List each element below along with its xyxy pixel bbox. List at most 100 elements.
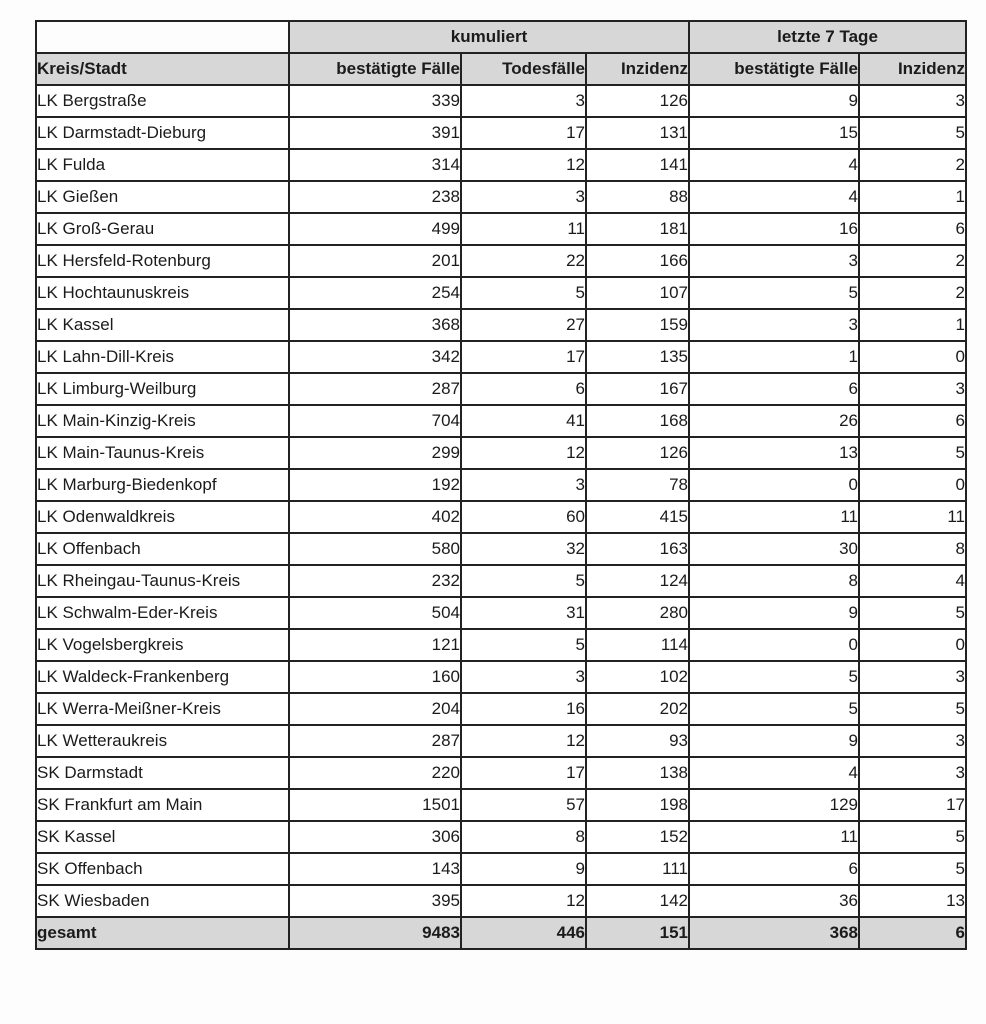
value-cell: 107 (584, 276, 691, 310)
col-header-inzidenz-7-tage: Inzidenz (858, 52, 968, 86)
table-row: LK Wetteraukreis 287 12 93 9 3 (35, 724, 968, 758)
value-cell: 16 (460, 692, 587, 726)
value-cell: 5 (688, 660, 861, 694)
footer-incidence-7-days: 6 (858, 916, 968, 950)
value-cell: 12 (460, 884, 587, 918)
district-cell: SK Darmstadt (35, 756, 290, 790)
value-cell: 36 (688, 884, 861, 918)
value-cell: 1 (688, 340, 861, 374)
value-cell: 280 (584, 596, 691, 630)
value-cell: 499 (288, 212, 462, 246)
value-cell: 15 (688, 116, 861, 150)
value-cell: 2 (858, 244, 968, 278)
table-row: LK Gießen 238 3 88 4 1 (35, 180, 968, 214)
value-cell: 5 (858, 852, 968, 886)
value-cell: 121 (288, 628, 462, 662)
value-cell: 16 (688, 212, 861, 246)
value-cell: 17 (460, 116, 587, 150)
value-cell: 11 (858, 500, 968, 534)
value-cell: 287 (288, 724, 462, 758)
value-cell: 167 (584, 372, 691, 406)
table-row: LK Groß-Gerau 499 11 181 16 6 (35, 212, 968, 246)
district-cell: LK Kassel (35, 308, 290, 342)
value-cell: 0 (688, 628, 861, 662)
value-cell: 13 (688, 436, 861, 470)
value-cell: 202 (584, 692, 691, 726)
value-cell: 391 (288, 116, 462, 150)
district-cell: LK Groß-Gerau (35, 212, 290, 246)
value-cell: 5 (858, 820, 968, 854)
value-cell: 17 (858, 788, 968, 822)
value-cell: 415 (584, 500, 691, 534)
table-row: SK Offenbach 143 9 111 6 5 (35, 852, 968, 886)
value-cell: 5 (460, 564, 587, 598)
value-cell: 368 (288, 308, 462, 342)
value-cell: 17 (460, 756, 587, 790)
table-row: LK Marburg-Biedenkopf 192 3 78 0 0 (35, 468, 968, 502)
value-cell: 143 (288, 852, 462, 886)
district-cell: LK Main-Taunus-Kreis (35, 436, 290, 470)
value-cell: 5 (858, 436, 968, 470)
value-cell: 160 (288, 660, 462, 694)
value-cell: 9 (460, 852, 587, 886)
value-cell: 13 (858, 884, 968, 918)
value-cell: 3 (460, 180, 587, 214)
table-row: LK Hersfeld-Rotenburg 201 22 166 3 2 (35, 244, 968, 278)
value-cell: 287 (288, 372, 462, 406)
table-row: LK Limburg-Weilburg 287 6 167 6 3 (35, 372, 968, 406)
value-cell: 31 (460, 596, 587, 630)
value-cell: 129 (688, 788, 861, 822)
table-row: LK Werra-Meißner-Kreis 204 16 202 5 5 (35, 692, 968, 726)
value-cell: 204 (288, 692, 462, 726)
district-cell: LK Bergstraße (35, 84, 290, 118)
value-cell: 5 (460, 276, 587, 310)
table-row: LK Main-Kinzig-Kreis 704 41 168 26 6 (35, 404, 968, 438)
value-cell: 0 (858, 468, 968, 502)
value-cell: 11 (460, 212, 587, 246)
blank-corner-cell (35, 20, 290, 54)
covid-stats-table: kumuliert letzte 7 Tage Kreis/Stadt best… (35, 20, 968, 950)
value-cell: 8 (858, 532, 968, 566)
table-row: SK Frankfurt am Main 1501 57 198 129 17 (35, 788, 968, 822)
value-cell: 9 (688, 84, 861, 118)
table-row: LK Offenbach 580 32 163 30 8 (35, 532, 968, 566)
value-cell: 27 (460, 308, 587, 342)
col-header-kreis-stadt: Kreis/Stadt (35, 52, 290, 86)
value-cell: 11 (688, 820, 861, 854)
value-cell: 152 (584, 820, 691, 854)
value-cell: 3 (858, 756, 968, 790)
value-cell: 3 (858, 724, 968, 758)
value-cell: 181 (584, 212, 691, 246)
value-cell: 12 (460, 436, 587, 470)
value-cell: 3 (460, 660, 587, 694)
table-row: SK Darmstadt 220 17 138 4 3 (35, 756, 968, 790)
value-cell: 1 (858, 308, 968, 342)
value-cell: 402 (288, 500, 462, 534)
value-cell: 126 (584, 84, 691, 118)
value-cell: 339 (288, 84, 462, 118)
district-cell: LK Werra-Meißner-Kreis (35, 692, 290, 726)
footer-total-cases-cumulative: 9483 (288, 916, 462, 950)
value-cell: 5 (688, 692, 861, 726)
value-cell: 254 (288, 276, 462, 310)
value-cell: 4 (688, 756, 861, 790)
value-cell: 166 (584, 244, 691, 278)
value-cell: 11 (688, 500, 861, 534)
value-cell: 299 (288, 436, 462, 470)
value-cell: 4 (688, 180, 861, 214)
value-cell: 6 (858, 212, 968, 246)
value-cell: 126 (584, 436, 691, 470)
table-row: LK Rheingau-Taunus-Kreis 232 5 124 8 4 (35, 564, 968, 598)
value-cell: 9 (688, 596, 861, 630)
district-cell: SK Kassel (35, 820, 290, 854)
district-cell: LK Wetteraukreis (35, 724, 290, 758)
value-cell: 3 (858, 660, 968, 694)
value-cell: 198 (584, 788, 691, 822)
value-cell: 192 (288, 468, 462, 502)
district-cell: LK Gießen (35, 180, 290, 214)
group-header-kumuliert: kumuliert (287, 20, 691, 54)
column-header-row: Kreis/Stadt bestätigte Fälle Todesfälle … (35, 52, 968, 86)
value-cell: 4 (688, 148, 861, 182)
value-cell: 2 (858, 276, 968, 310)
value-cell: 238 (288, 180, 462, 214)
